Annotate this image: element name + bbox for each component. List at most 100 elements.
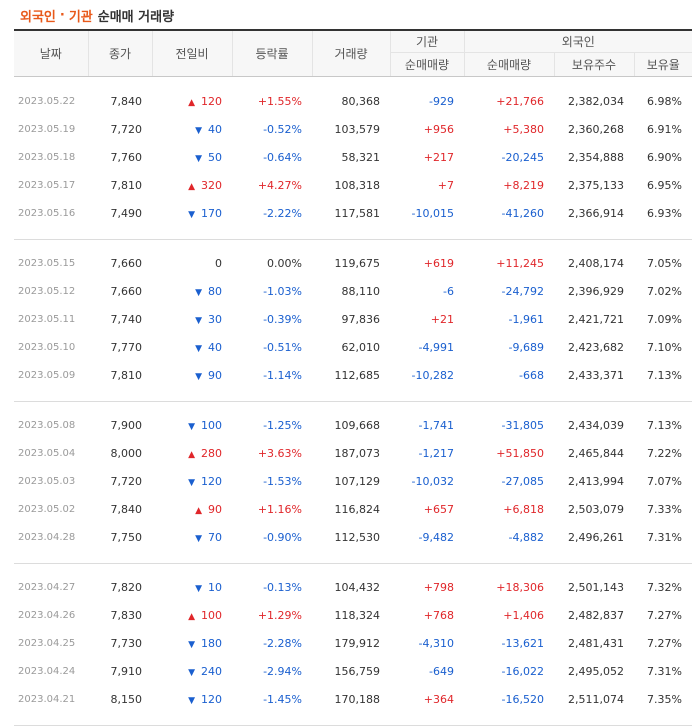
cell-date: 2023.05.22 (18, 96, 76, 107)
cell-volume: 88,110 (341, 285, 381, 298)
cell-close: 7,750 (110, 531, 143, 544)
cell-inst-net: +7 (437, 179, 454, 192)
cell-rate: -1.25% (263, 419, 302, 432)
cell-foreign-ratio: 7.33% (647, 503, 682, 516)
cell-rate: -2.94% (263, 665, 302, 678)
cell-foreign-ratio: 6.90% (647, 151, 682, 164)
cell-date: 2023.04.25 (18, 638, 76, 649)
cell-date: 2023.04.24 (18, 666, 76, 677)
cell-close: 7,730 (110, 637, 143, 650)
cell-foreign-net: +6,818 (503, 503, 544, 516)
cell-foreign-net: +11,245 (496, 257, 544, 270)
cell-inst-net: -649 (429, 665, 454, 678)
cell-close: 7,720 (110, 475, 143, 488)
down-triangle-icon: ▼ (195, 584, 202, 594)
cell-change: ▲ 100 (152, 602, 232, 630)
cell-inst-net: -4,991 (418, 341, 454, 354)
cell-volume: 117,581 (334, 207, 381, 220)
cell-date: 2023.05.17 (18, 180, 76, 191)
header-close: 종가 (87, 29, 152, 77)
cell-rate: -2.22% (263, 207, 302, 220)
cell-foreign-holdings: 2,408,174 (568, 257, 624, 270)
down-triangle-icon: ▼ (195, 372, 202, 382)
cell-rate: -0.64% (263, 151, 302, 164)
table-row: 2023.05.16 7,490 ▼ 170 -2.22% 117,581 -10,015 -… (14, 200, 692, 228)
up-triangle-icon: ▲ (188, 182, 195, 192)
cell-close: 7,760 (110, 151, 143, 164)
cell-foreign-holdings: 2,423,682 (568, 341, 624, 354)
cell-foreign-net: -31,805 (501, 419, 544, 432)
title-institution: 기관 (68, 9, 93, 25)
cell-foreign-net: +18,306 (496, 581, 544, 594)
cell-change: ▲ 280 (152, 440, 232, 468)
cell-date: 2023.05.02 (18, 504, 76, 515)
title-foreign: 외국인 (20, 9, 56, 25)
cell-date: 2023.04.28 (18, 532, 76, 543)
cell-foreign-net: +21,766 (496, 95, 544, 108)
cell-date: 2023.04.21 (18, 694, 76, 705)
cell-close: 7,660 (110, 257, 143, 270)
cell-foreign-holdings: 2,465,844 (568, 447, 624, 460)
header-foreign-holdings: 보유주수 (553, 51, 634, 77)
cell-change: ▼ 30 (152, 306, 232, 334)
cell-change: ▼ 70 (152, 524, 232, 552)
cell-inst-net: +657 (423, 503, 454, 516)
table-row: 2023.04.28 7,750 ▼ 70 -0.90% 112,530 -9,482 -4,… (14, 524, 692, 552)
table-row: 2023.04.26 7,830 ▲ 100 +1.29% 118,324 +768 +1,4… (14, 602, 692, 630)
cell-foreign-ratio: 6.98% (647, 95, 682, 108)
cell-inst-net: +364 (423, 693, 454, 706)
cell-change: ▲ 120 (152, 88, 232, 116)
cell-foreign-ratio: 7.05% (647, 257, 682, 270)
cell-foreign-net: -16,022 (501, 665, 544, 678)
cell-close: 7,810 (110, 369, 143, 382)
cell-inst-net: -10,015 (411, 207, 454, 220)
cell-foreign-ratio: 7.31% (647, 665, 682, 678)
change-value: 50 (208, 151, 222, 164)
cell-foreign-holdings: 2,375,133 (568, 179, 624, 192)
cell-foreign-net: +5,380 (503, 123, 544, 136)
up-triangle-icon: ▲ (188, 612, 195, 622)
cell-inst-net: +956 (423, 123, 454, 136)
down-triangle-icon: ▼ (195, 534, 202, 544)
down-triangle-icon: ▼ (188, 668, 195, 678)
cell-inst-net: -6 (443, 285, 454, 298)
cell-foreign-holdings: 2,433,371 (568, 369, 624, 382)
cell-volume: 119,675 (334, 257, 381, 270)
cell-inst-net: -9,482 (418, 531, 454, 544)
cell-volume: 104,432 (334, 581, 381, 594)
change-value: 40 (208, 123, 222, 136)
cell-inst-net: -10,282 (411, 369, 454, 382)
down-triangle-icon: ▼ (195, 154, 202, 164)
change-value: 170 (201, 207, 222, 220)
cell-rate: -1.14% (263, 369, 302, 382)
down-triangle-icon: ▼ (195, 126, 202, 136)
table-row: 2023.05.19 7,720 ▼ 40 -0.52% 103,579 +956 +5,38… (14, 116, 692, 144)
cell-foreign-holdings: 2,501,143 (568, 581, 624, 594)
cell-rate: +1.29% (257, 609, 302, 622)
change-value: 90 (208, 369, 222, 382)
cell-rate: +1.55% (257, 95, 302, 108)
cell-rate: -0.39% (263, 313, 302, 326)
cell-close: 7,740 (110, 313, 143, 326)
cell-foreign-net: -41,260 (501, 207, 544, 220)
cell-close: 7,900 (110, 419, 143, 432)
table-row: 2023.05.11 7,740 ▼ 30 -0.39% 97,836 +21 -1,961 2… (14, 306, 692, 334)
table-body: 2023.05.22 7,840 ▲ 120 +1.55% 80,368 -929 +21,7… (14, 76, 692, 726)
cell-date: 2023.05.08 (18, 420, 76, 431)
cell-date: 2023.05.04 (18, 448, 76, 459)
cell-foreign-net: +8,219 (503, 179, 544, 192)
cell-change: ▲ 320 (152, 172, 232, 200)
cell-date: 2023.04.27 (18, 582, 76, 593)
cell-foreign-holdings: 2,495,052 (568, 665, 624, 678)
cell-volume: 97,836 (341, 313, 381, 326)
header-foreign-net: 순매매량 (463, 51, 554, 77)
cell-rate: -0.52% (263, 123, 302, 136)
header-volume: 거래량 (311, 29, 390, 77)
cell-change: ▼ 170 (152, 200, 232, 228)
cell-change: ▼ 80 (152, 278, 232, 306)
cell-inst-net: +217 (423, 151, 454, 164)
cell-foreign-holdings: 2,366,914 (568, 207, 624, 220)
cell-rate: +3.63% (257, 447, 302, 460)
cell-rate: -2.28% (263, 637, 302, 650)
trading-table: 날짜 종가 전일비 등락률 거래량 기관 외국인 순매매량 순매매량 보유주수 … (14, 29, 692, 726)
